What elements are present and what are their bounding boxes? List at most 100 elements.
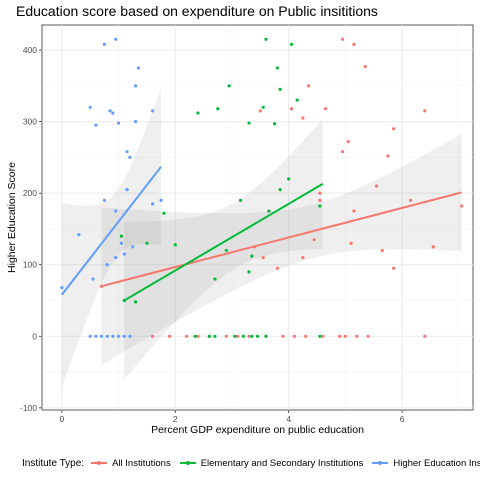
- data-point-series-0: [321, 334, 325, 338]
- y-tick-label: 100: [23, 260, 37, 270]
- x-axis-label: Percent GDP expenditure on public educat…: [151, 424, 364, 436]
- legend-label-higher-education: Higher Education Institutions: [393, 457, 480, 469]
- legend-key-all-institutions: [90, 457, 108, 469]
- data-point-series-2: [105, 334, 109, 338]
- regression-line-2: [61, 166, 162, 296]
- legend-item-elementary-secondary: Elementary and Secondary Institutions: [179, 457, 363, 469]
- data-point-series-2: [116, 121, 121, 125]
- data-point-series-2: [119, 241, 123, 245]
- data-point-series-2: [159, 198, 163, 202]
- data-point-series-1: [145, 241, 149, 245]
- data-point-series-0: [301, 255, 305, 260]
- data-point-series-0: [423, 109, 427, 113]
- data-point-series-0: [292, 334, 296, 338]
- data-point-series-1: [247, 270, 251, 274]
- y-tick-label: 400: [23, 45, 37, 55]
- data-point-series-2: [128, 334, 132, 338]
- data-point-series-1: [261, 105, 265, 109]
- data-point-series-1: [216, 107, 220, 111]
- legend-item-all-institutions: All Institutions: [90, 457, 171, 469]
- data-point-series-0: [386, 154, 390, 158]
- x-tick-label: 6: [400, 414, 405, 424]
- data-point-series-0: [258, 109, 262, 113]
- legend-key-elementary-secondary: [179, 457, 197, 469]
- data-point-series-0: [374, 184, 379, 188]
- data-point-series-2: [136, 66, 141, 70]
- y-tick-label: 200: [23, 188, 37, 198]
- data-point-series-0: [318, 198, 322, 202]
- data-point-series-2: [111, 334, 115, 338]
- data-point-series-2: [88, 105, 92, 109]
- data-point-series-1: [213, 277, 217, 281]
- data-point-series-1: [238, 198, 243, 202]
- data-point-series-1: [173, 243, 177, 247]
- data-point-series-0: [392, 127, 396, 131]
- data-point-series-0: [409, 198, 413, 202]
- data-point-series-1: [133, 300, 138, 304]
- data-point-series-0: [236, 334, 240, 338]
- data-point-series-0: [301, 116, 305, 120]
- confidence-band-1: [124, 118, 323, 380]
- y-axis-ticks: -100 0 100 200 300 400: [20, 45, 42, 413]
- confidence-band-2: [61, 88, 162, 387]
- legend-key-higher-education: [371, 457, 389, 469]
- data-point-series-0: [352, 42, 356, 46]
- data-point-series-1: [295, 98, 299, 102]
- data-point-series-1: [196, 111, 200, 115]
- data-point-series-2: [94, 334, 98, 338]
- data-point-series-0: [363, 64, 367, 69]
- data-point-series-1: [247, 121, 251, 125]
- data-point-series-0: [340, 150, 345, 154]
- data-point-series-1: [193, 334, 197, 338]
- data-point-series-0: [343, 334, 348, 338]
- data-point-series-2: [116, 334, 121, 338]
- data-point-series-2: [105, 263, 109, 267]
- data-point-series-0: [366, 334, 370, 338]
- data-point-series-0: [281, 334, 285, 338]
- data-points: [60, 37, 464, 338]
- legend-label-all-institutions: All Institutions: [112, 457, 171, 469]
- regression-line-0: [101, 191, 462, 288]
- data-point-series-0: [261, 255, 265, 260]
- x-tick-label: 4: [286, 414, 291, 424]
- data-point-series-1: [289, 42, 294, 46]
- data-point-series-0: [275, 266, 279, 270]
- data-point-series-0: [423, 334, 427, 338]
- data-point-series-0: [318, 191, 322, 195]
- data-point-series-2: [108, 109, 112, 113]
- data-point-series-0: [392, 266, 396, 270]
- data-point-series-0: [380, 248, 384, 253]
- data-point-series-2: [150, 202, 155, 206]
- data-point-series-0: [346, 140, 350, 144]
- data-point-series-1: [318, 204, 322, 208]
- data-point-series-0: [150, 334, 155, 338]
- data-point-series-2: [88, 334, 92, 338]
- data-point-series-1: [275, 66, 279, 70]
- x-axis-ticks: 0 2 4 6: [59, 410, 405, 424]
- y-tick-label: 300: [23, 117, 37, 127]
- plot-panel: [41, 24, 474, 411]
- data-point-series-1: [224, 248, 228, 253]
- data-point-series-2: [122, 334, 126, 338]
- data-point-series-0: [431, 245, 435, 249]
- data-point-series-1: [318, 334, 322, 338]
- data-point-series-2: [94, 123, 98, 127]
- y-tick-label: -100: [20, 403, 37, 413]
- data-point-series-2: [77, 233, 81, 237]
- data-point-series-0: [355, 334, 359, 338]
- y-tick-label: 0: [32, 331, 37, 341]
- data-point-series-1: [207, 334, 211, 338]
- data-point-series-0: [312, 238, 316, 242]
- data-point-series-0: [352, 209, 356, 213]
- data-point-series-0: [167, 334, 172, 338]
- data-point-series-1: [264, 334, 268, 338]
- data-point-series-2: [128, 155, 132, 159]
- data-point-series-2: [114, 255, 118, 260]
- data-point-series-1: [278, 87, 282, 92]
- data-point-series-1: [250, 254, 254, 258]
- data-point-series-2: [91, 277, 95, 281]
- data-point-series-1: [162, 211, 166, 215]
- data-point-series-0: [196, 334, 200, 338]
- data-point-series-2: [111, 111, 115, 115]
